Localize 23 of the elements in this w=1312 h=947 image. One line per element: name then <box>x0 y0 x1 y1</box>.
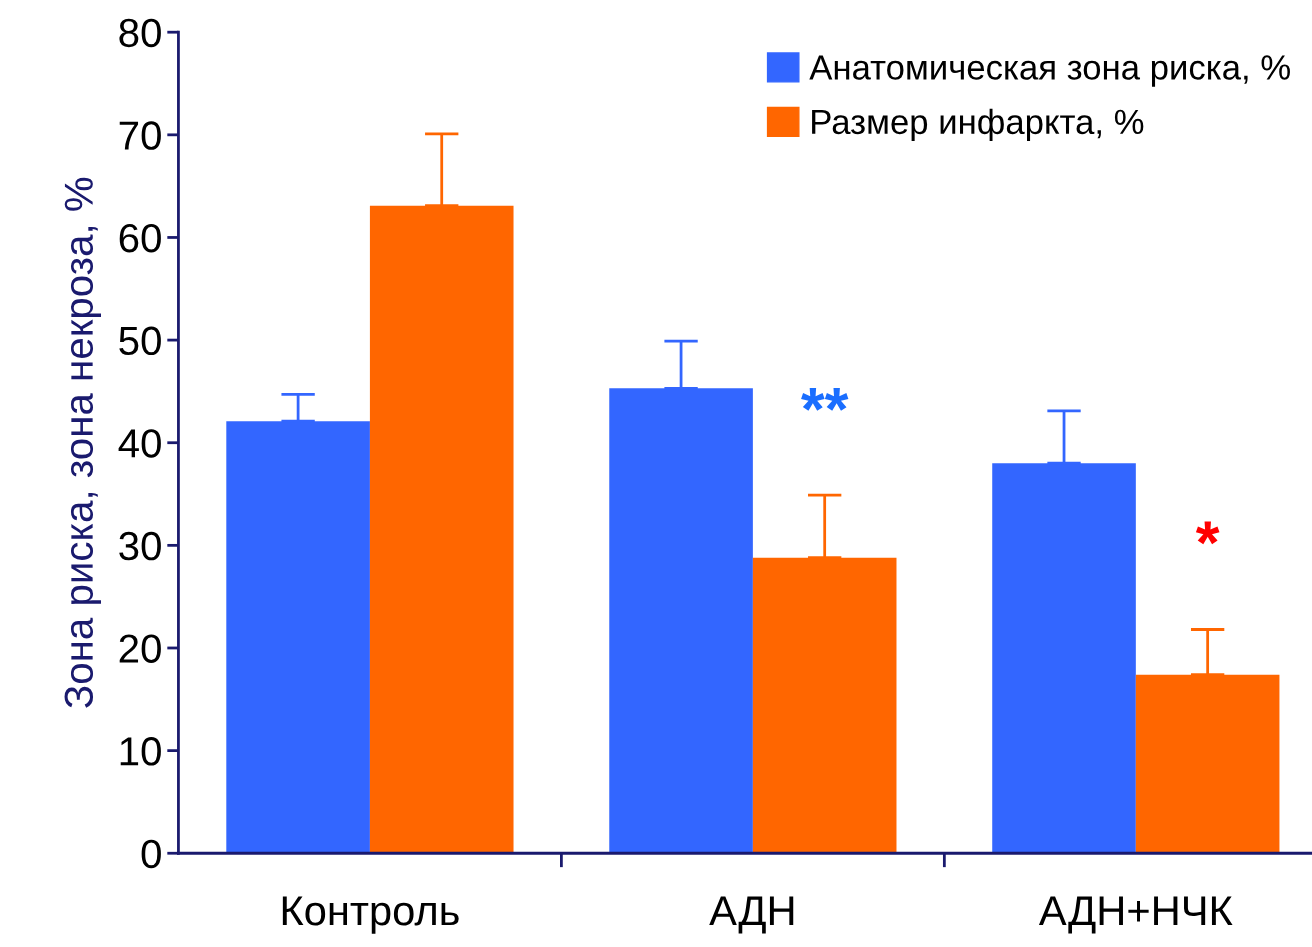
legend-label: Размер инфаркта, % <box>812 108 1144 142</box>
x-tick-label: Контроль <box>282 896 459 934</box>
bar <box>369 205 514 854</box>
bar <box>1135 674 1280 854</box>
bar <box>609 388 753 854</box>
y-tick-label: 10 <box>120 737 161 766</box>
legend-label: Анатомическая зона риска, % <box>809 55 1290 87</box>
y-tick-label: 20 <box>119 634 161 663</box>
y-tick-label: 60 <box>119 223 161 253</box>
y-tick-label: 40 <box>118 429 161 458</box>
y-tick-label: 30 <box>119 531 161 561</box>
bar <box>226 421 370 854</box>
annotation: ** <box>801 388 849 411</box>
x-tick-label: АДН+НЧК <box>1038 896 1233 934</box>
y-tick-label: 50 <box>119 326 161 356</box>
y-tick-label: 70 <box>119 121 161 150</box>
y-tick-label: 80 <box>119 18 161 48</box>
bar <box>992 463 1136 854</box>
y-axis-title: Зона риска, зона некроза, % <box>64 177 101 708</box>
bar <box>752 557 897 854</box>
y-tick-label: 0 <box>141 839 161 869</box>
annotation: * <box>1195 521 1220 545</box>
x-tick-label: АДН <box>709 896 794 934</box>
